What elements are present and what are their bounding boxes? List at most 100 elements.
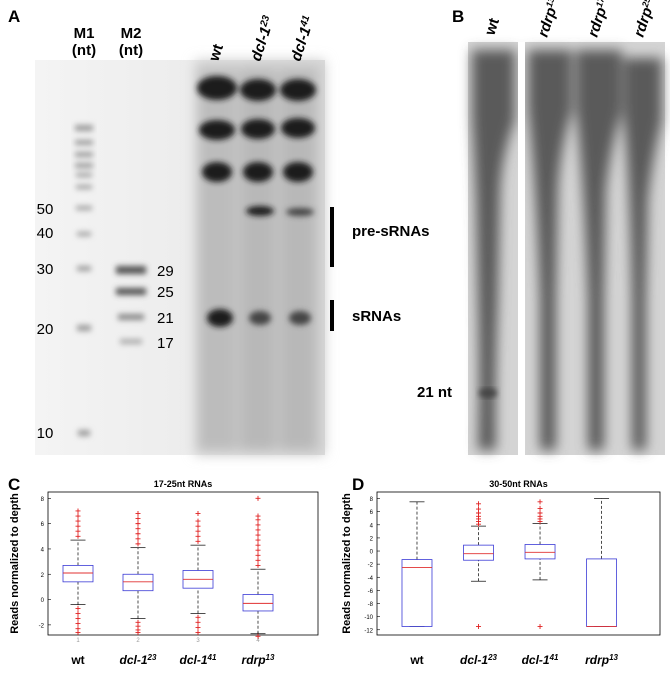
y-tick-label: 2 bbox=[41, 573, 45, 579]
x-category-label: rdrp13 bbox=[585, 653, 618, 668]
category-name: dcl-1 bbox=[460, 653, 488, 667]
outlier bbox=[255, 527, 261, 533]
bracket bbox=[330, 207, 334, 267]
outlier bbox=[195, 528, 201, 534]
x-category-label: dcl-123 bbox=[460, 653, 497, 668]
sample-name: rdrp bbox=[535, 5, 560, 39]
outlier bbox=[255, 552, 261, 558]
marker-size: 29 bbox=[157, 263, 174, 280]
outlier bbox=[135, 511, 141, 517]
sample-label: dcl-141 bbox=[287, 14, 318, 64]
outlier bbox=[195, 614, 201, 620]
outlier bbox=[75, 605, 81, 611]
outlier bbox=[75, 621, 81, 627]
marker-size: 30 bbox=[37, 261, 54, 278]
sample-name: dcl-1 bbox=[288, 25, 315, 64]
category-name: rdrp bbox=[242, 653, 266, 667]
bracket-label: pre-sRNAs bbox=[352, 223, 430, 240]
sample-label: wt bbox=[205, 42, 227, 64]
lane-name: M1 bbox=[74, 25, 95, 42]
lane-unit: (nt) bbox=[119, 42, 143, 59]
y-tick-label: 8 bbox=[41, 497, 45, 503]
outlier bbox=[75, 523, 81, 529]
outlier bbox=[195, 538, 201, 544]
category-name: wt bbox=[70, 653, 84, 667]
x-tick-label: 3 bbox=[196, 638, 200, 644]
outlier bbox=[476, 501, 482, 507]
outlier bbox=[537, 510, 543, 516]
sample-label: wt bbox=[481, 16, 503, 38]
outlier bbox=[195, 624, 201, 630]
x-category-label: wt bbox=[70, 653, 84, 667]
outlier bbox=[255, 537, 261, 543]
outlier bbox=[255, 547, 261, 553]
gel-a bbox=[35, 60, 325, 455]
outlier bbox=[135, 629, 141, 635]
box bbox=[524, 544, 556, 560]
sample-sup: 17 bbox=[594, 0, 607, 9]
outlier bbox=[195, 533, 201, 539]
outlier bbox=[195, 629, 201, 635]
y-tick-label: 0 bbox=[370, 550, 374, 556]
sample-name: rdrp bbox=[585, 5, 610, 39]
outlier bbox=[135, 531, 141, 537]
outlier bbox=[135, 541, 141, 547]
category-sup: 13 bbox=[266, 653, 275, 662]
panel-letter: B bbox=[452, 7, 464, 26]
category-sup: 13 bbox=[609, 653, 618, 662]
outlier bbox=[135, 521, 141, 527]
category-name: dcl-1 bbox=[120, 653, 148, 667]
gel-b bbox=[468, 42, 665, 455]
category-sup: 23 bbox=[147, 653, 157, 662]
y-tick-label: -4 bbox=[368, 576, 374, 582]
category-name: dcl-1 bbox=[522, 653, 550, 667]
chart-title: 30-50nt RNAs bbox=[489, 479, 548, 489]
panel-letter: D bbox=[352, 475, 364, 494]
outlier bbox=[195, 523, 201, 529]
y-tick-label: 0 bbox=[41, 598, 45, 604]
category-sup: 41 bbox=[549, 653, 559, 662]
bracket-label: sRNAs bbox=[352, 308, 401, 325]
x-tick-label: 2 bbox=[136, 638, 140, 644]
y-tick-label: -2 bbox=[39, 623, 45, 629]
box bbox=[586, 558, 617, 627]
sample-sup: 41 bbox=[298, 14, 312, 29]
outlier bbox=[255, 532, 261, 538]
panel-letter: C bbox=[8, 475, 20, 494]
x-category-label: dcl-123 bbox=[120, 653, 157, 668]
outlier bbox=[476, 506, 482, 512]
y-tick-label: -10 bbox=[364, 615, 373, 621]
outlier bbox=[135, 536, 141, 542]
outlier bbox=[255, 495, 261, 501]
box bbox=[62, 564, 94, 583]
outlier bbox=[75, 533, 81, 539]
category-sup: 41 bbox=[207, 653, 217, 662]
box bbox=[122, 573, 154, 592]
x-tick-label: 4 bbox=[256, 638, 260, 644]
y-axis-label: Reads normalized to depth bbox=[9, 493, 21, 634]
outlier bbox=[255, 557, 261, 563]
outlier bbox=[135, 526, 141, 532]
y-tick-label: 8 bbox=[370, 497, 374, 503]
panel-letter: A bbox=[8, 7, 20, 26]
x-tick-label: 1 bbox=[76, 638, 80, 644]
marker-size: 20 bbox=[37, 321, 54, 338]
outlier bbox=[195, 518, 201, 524]
outlier bbox=[75, 610, 81, 616]
chart-title: 17-25nt RNAs bbox=[154, 479, 213, 489]
plot-frame bbox=[47, 491, 319, 636]
outlier bbox=[476, 623, 482, 629]
category-name: wt bbox=[409, 653, 423, 667]
outlier bbox=[195, 511, 201, 517]
y-tick-label: -8 bbox=[368, 602, 374, 608]
outlier bbox=[537, 623, 543, 629]
category-name: dcl-1 bbox=[180, 653, 208, 667]
plot-frame bbox=[376, 491, 661, 636]
outlier bbox=[255, 562, 261, 568]
sample-sup: 25 bbox=[640, 0, 653, 9]
outlier bbox=[75, 528, 81, 534]
outlier bbox=[255, 542, 261, 548]
outlier bbox=[75, 629, 81, 635]
x-category-label: dcl-141 bbox=[180, 653, 217, 668]
